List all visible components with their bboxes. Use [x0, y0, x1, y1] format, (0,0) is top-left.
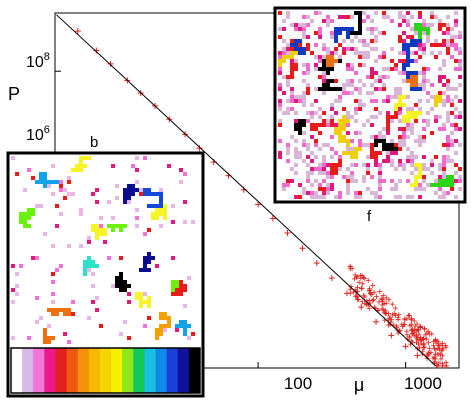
inset-b-clusters: [11, 156, 195, 344]
y-tick-label: 108: [26, 51, 50, 71]
fit-line: [56, 14, 437, 367]
colorbar-swatch: [122, 348, 134, 393]
colorbar-swatch: [166, 348, 179, 393]
data-point: [255, 201, 262, 208]
inset-f: f: [273, 6, 467, 225]
y-tick-base: 10: [26, 54, 44, 71]
data-point: [414, 352, 421, 359]
colorbar-swatch: [44, 348, 56, 393]
y-axis-label: P: [8, 84, 20, 104]
colorbar-swatch: [99, 348, 112, 393]
colorbar-swatch: [22, 348, 34, 393]
data-point: [358, 304, 365, 311]
inset-f-label: f: [367, 208, 372, 225]
data-point: [269, 215, 276, 222]
y-tick-base: 10: [26, 127, 44, 144]
plot-area: [54, 12, 460, 369]
inset-b-label: b: [90, 134, 98, 151]
colorbar-swatch: [144, 348, 157, 393]
inset-b: b: [6, 134, 205, 398]
data-point: [388, 332, 395, 339]
colorbar-swatch: [11, 348, 23, 393]
data-point: [196, 145, 203, 152]
x-axis-label: μ: [354, 375, 364, 395]
data-point: [93, 47, 100, 54]
x-axis: 100 1000 μ: [284, 374, 442, 395]
colorbar-swatch: [77, 348, 90, 393]
data-point: [328, 275, 335, 282]
y-axis: P 108 106: [8, 51, 50, 144]
data-point: [313, 260, 320, 267]
colorbar-swatch: [177, 348, 190, 393]
data-point: [402, 343, 409, 350]
colorbar-swatch: [188, 348, 201, 393]
inset-f-clusters: [278, 11, 462, 199]
colorbar-swatch: [155, 348, 168, 393]
data-point: [107, 60, 114, 67]
colorbar-swatch: [55, 348, 68, 393]
data-point: [284, 230, 291, 237]
data-point: [299, 245, 306, 252]
colorbar-swatch: [133, 348, 145, 393]
colorbar: [10, 347, 201, 394]
colorbar-swatch: [33, 348, 45, 393]
colorbar-swatch: [111, 348, 123, 393]
data-point: [74, 28, 81, 35]
data-point-cloud: [347, 263, 449, 369]
y-tick-label: 106: [26, 124, 50, 144]
colorbar-swatch: [88, 348, 101, 393]
y-tick-exponent: 6: [44, 124, 50, 136]
colorbar-swatch: [66, 348, 79, 393]
x-tick-label: 1000: [404, 374, 442, 393]
y-tick-exponent: 8: [44, 51, 50, 63]
x-tick-label: 100: [284, 374, 312, 393]
data-series: [74, 28, 449, 369]
data-point: [373, 318, 380, 325]
